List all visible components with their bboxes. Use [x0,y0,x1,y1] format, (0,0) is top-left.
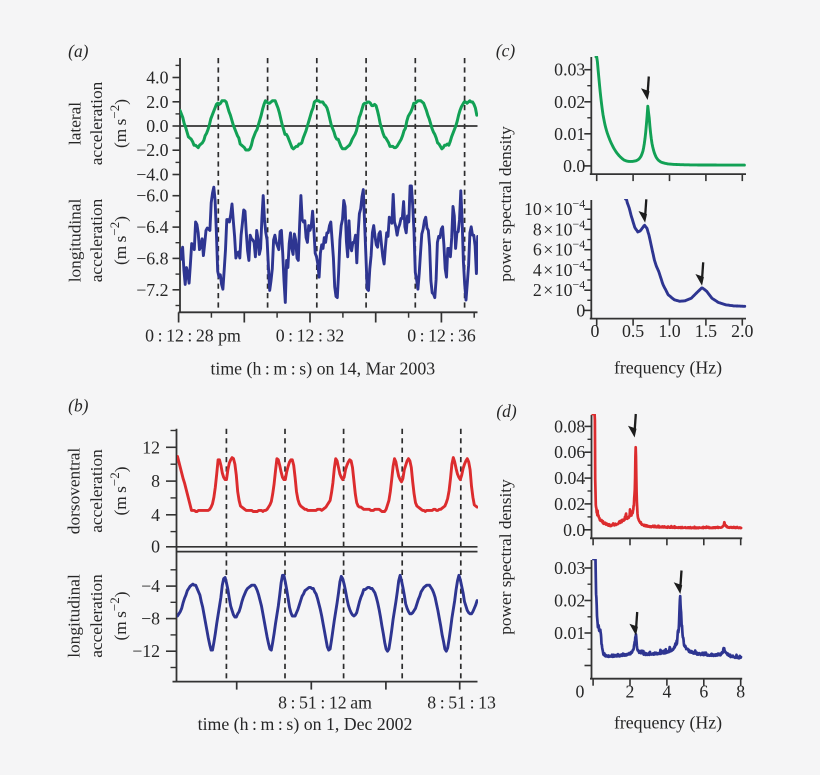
svg-text:4: 4 [662,682,671,702]
svg-text:2.0: 2.0 [146,92,168,112]
svg-text:6 × 10−4: 6 × 10−4 [533,237,585,260]
svg-text:0.01: 0.01 [554,124,585,144]
svg-text:2: 2 [626,682,635,702]
svg-text:(d): (d) [496,401,516,421]
svg-text:0.0: 0.0 [563,520,585,540]
svg-text:8: 8 [151,471,160,491]
svg-text:acceleration: acceleration [87,574,106,658]
svg-text:0.0: 0.0 [146,116,168,136]
svg-text:0: 0 [591,321,600,341]
svg-text:power spectral density: power spectral density [496,479,515,635]
svg-text:power spectral density: power spectral density [496,126,515,282]
svg-text:0.08: 0.08 [554,416,585,436]
svg-text:4: 4 [151,505,160,525]
svg-text:−6.4: −6.4 [136,217,168,237]
svg-text:0.02: 0.02 [554,591,585,611]
svg-text:dorsoventral: dorsoventral [65,448,84,535]
svg-text:−6.0: −6.0 [136,186,168,206]
svg-text:0.03: 0.03 [554,558,585,578]
svg-text:4.0: 4.0 [146,68,168,88]
svg-text:8: 8 [736,682,745,702]
svg-text:1.0: 1.0 [658,321,680,341]
svg-text:0.04: 0.04 [554,468,585,488]
svg-text:acceleration: acceleration [87,449,106,533]
svg-text:−4: −4 [141,576,160,596]
svg-text:12: 12 [142,437,160,457]
svg-text:0 : 12 : 32: 0 : 12 : 32 [276,326,345,346]
svg-text:0 : 12 : 36: 0 : 12 : 36 [407,326,476,346]
svg-text:longitudinal: longitudinal [65,574,84,658]
svg-text:(a): (a) [68,41,88,61]
svg-text:(b): (b) [68,396,88,416]
svg-text:4 × 10−4: 4 × 10−4 [533,257,585,280]
svg-text:10 × 10−4: 10 × 10−4 [524,197,585,220]
svg-text:frequency (Hz): frequency (Hz) [614,358,722,379]
svg-text:acceleration: acceleration [87,81,106,165]
svg-text:0: 0 [151,536,160,556]
svg-text:−12: −12 [132,641,160,661]
svg-text:−8: −8 [141,609,160,629]
svg-text:time (h : m : s) on 14, Mar 20: time (h : m : s) on 14, Mar 2003 [210,358,435,379]
svg-text:frequency (Hz): frequency (Hz) [614,713,722,734]
svg-text:2.0: 2.0 [731,321,753,341]
svg-text:8 × 10−4: 8 × 10−4 [533,217,585,240]
svg-text:1.5: 1.5 [695,321,717,341]
svg-text:(c): (c) [496,41,516,61]
svg-text:0.02: 0.02 [554,92,585,112]
svg-text:2 × 10−4: 2 × 10−4 [533,278,585,301]
svg-text:longitudinal: longitudinal [66,199,85,283]
svg-text:0.01: 0.01 [554,623,585,643]
svg-text:−4.0: −4.0 [136,165,168,185]
svg-text:0.06: 0.06 [554,442,585,462]
svg-text:0: 0 [576,682,585,702]
svg-text:time (h : m : s) on 1, Dec 200: time (h : m : s) on 1, Dec 2002 [198,714,413,735]
svg-text:−7.2: −7.2 [136,280,168,300]
svg-text:lateral: lateral [66,102,85,145]
svg-text:acceleration: acceleration [87,198,106,282]
svg-text:0 : 12 : 28 pm: 0 : 12 : 28 pm [145,326,241,346]
svg-text:6: 6 [699,682,708,702]
svg-text:0.02: 0.02 [554,494,585,514]
svg-text:−2.0: −2.0 [136,140,168,160]
svg-text:8 : 51 : 13: 8 : 51 : 13 [427,693,496,713]
svg-text:0.0: 0.0 [563,156,585,176]
svg-text:0.03: 0.03 [554,60,585,80]
svg-text:0: 0 [576,300,585,320]
svg-text:8 : 51 : 12 am: 8 : 51 : 12 am [278,693,372,713]
svg-text:−6.8: −6.8 [136,248,168,268]
svg-text:0.5: 0.5 [622,321,644,341]
